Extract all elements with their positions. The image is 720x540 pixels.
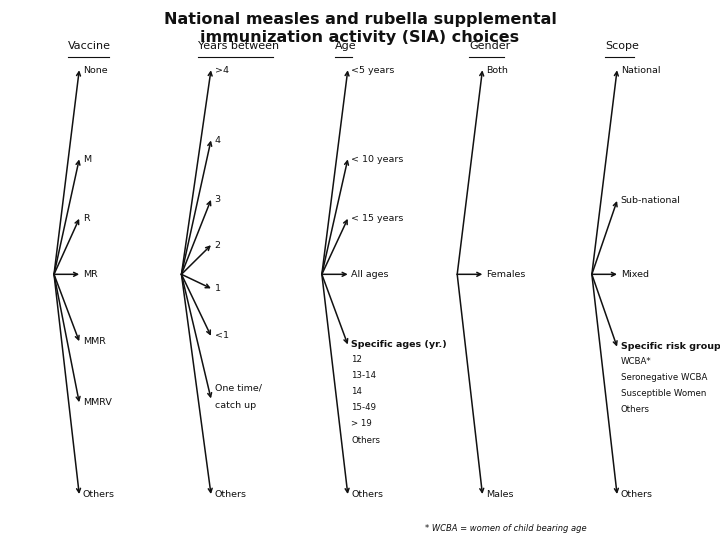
Text: None: None xyxy=(83,66,107,75)
Text: 4: 4 xyxy=(215,136,220,145)
Text: M: M xyxy=(83,155,91,164)
Text: R: R xyxy=(83,214,89,223)
Text: Males: Males xyxy=(486,490,513,498)
Text: One time/: One time/ xyxy=(215,384,261,393)
Text: Age: Age xyxy=(335,41,356,51)
Text: Sub-national: Sub-national xyxy=(621,197,680,205)
Text: National: National xyxy=(621,66,660,75)
Text: <5 years: <5 years xyxy=(351,66,395,75)
Text: Others: Others xyxy=(351,436,380,444)
Text: Others: Others xyxy=(621,406,649,414)
Text: 14: 14 xyxy=(351,387,362,396)
Text: Susceptible Women: Susceptible Women xyxy=(621,389,706,398)
Text: Years between: Years between xyxy=(198,41,279,51)
Text: Mixed: Mixed xyxy=(621,270,649,279)
Text: Others: Others xyxy=(621,490,652,498)
Text: Females: Females xyxy=(486,270,526,279)
Text: WCBA*: WCBA* xyxy=(621,357,652,366)
Text: All ages: All ages xyxy=(351,270,389,279)
Text: 13-14: 13-14 xyxy=(351,371,377,380)
Text: * WCBA = women of child bearing age: * WCBA = women of child bearing age xyxy=(425,524,586,532)
Text: Vaccine: Vaccine xyxy=(68,41,112,51)
Text: Gender: Gender xyxy=(469,41,510,51)
Text: <1: <1 xyxy=(215,332,228,340)
Text: >4: >4 xyxy=(215,66,228,75)
Text: 15-49: 15-49 xyxy=(351,403,377,412)
Text: < 10 years: < 10 years xyxy=(351,155,404,164)
Text: > 19: > 19 xyxy=(351,420,372,428)
Text: Others: Others xyxy=(83,490,114,498)
Text: Both: Both xyxy=(486,66,508,75)
Text: catch up: catch up xyxy=(215,401,256,410)
Text: MR: MR xyxy=(83,270,97,279)
Text: 2: 2 xyxy=(215,241,220,249)
Text: Seronegative WCBA: Seronegative WCBA xyxy=(621,373,707,382)
Text: 3: 3 xyxy=(215,195,221,204)
Text: Others: Others xyxy=(215,490,246,498)
Text: National measles and rubella supplemental: National measles and rubella supplementa… xyxy=(163,12,557,27)
Text: Specific risk groups: Specific risk groups xyxy=(621,342,720,351)
Text: MMR: MMR xyxy=(83,337,106,346)
Text: immunization activity (SIA) choices: immunization activity (SIA) choices xyxy=(200,30,520,45)
Text: Others: Others xyxy=(351,490,383,498)
Text: < 15 years: < 15 years xyxy=(351,214,404,223)
Text: Scope: Scope xyxy=(605,41,639,51)
Text: Specific ages (yr.): Specific ages (yr.) xyxy=(351,340,447,349)
Text: 12: 12 xyxy=(351,355,362,363)
Text: 1: 1 xyxy=(215,284,220,293)
Text: MMRV: MMRV xyxy=(83,398,112,407)
